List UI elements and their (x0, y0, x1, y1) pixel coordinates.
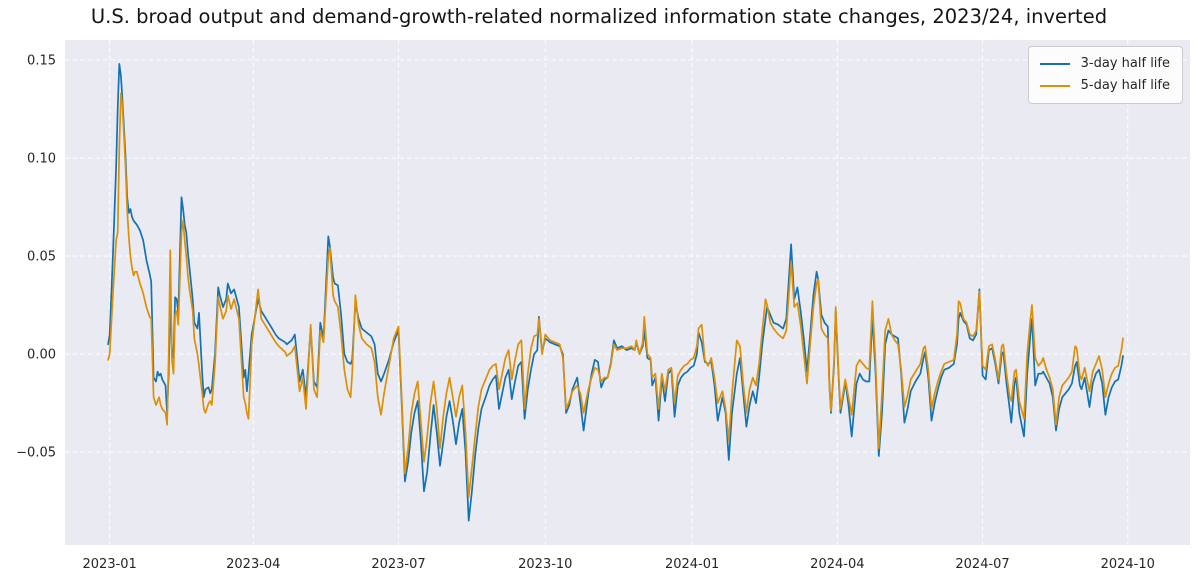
x-tick-label: 2024-01 (665, 557, 719, 572)
y-tick-label: −0.05 (16, 446, 56, 461)
y-tick-label: 0.15 (27, 53, 56, 68)
plot-background (65, 40, 1190, 545)
x-tick-label: 2024-10 (1101, 557, 1155, 572)
x-tick-label: 2023-07 (371, 557, 425, 572)
legend-item-3-day: 3-day half life (1039, 56, 1170, 71)
y-tick-label: 0.00 (27, 348, 56, 363)
legend-line-swatch-orange (1039, 84, 1070, 87)
legend-item-5-day: 5-day half life (1039, 78, 1170, 93)
y-tick-label: 0.10 (27, 152, 56, 167)
legend-label: 5-day half life (1080, 78, 1170, 93)
series-line-3-day-half-life (107, 63, 1124, 522)
legend-label: 3-day half life (1080, 56, 1170, 71)
x-tick-label: 2024-07 (955, 557, 1009, 572)
x-tick-label: 2023-10 (518, 557, 572, 572)
y-tick-label: 0.05 (27, 250, 56, 265)
legend: 3-day half life 5-day half life (1027, 46, 1183, 104)
chart-title: U.S. broad output and demand-growth-rela… (90, 5, 1108, 28)
x-tick-label: 2023-04 (226, 557, 280, 572)
legend-line-swatch-blue (1039, 62, 1070, 65)
series-line-5-day-half-life (107, 92, 1124, 499)
x-tick-label: 2023-01 (83, 557, 137, 572)
x-tick-label: 2024-04 (810, 557, 864, 572)
